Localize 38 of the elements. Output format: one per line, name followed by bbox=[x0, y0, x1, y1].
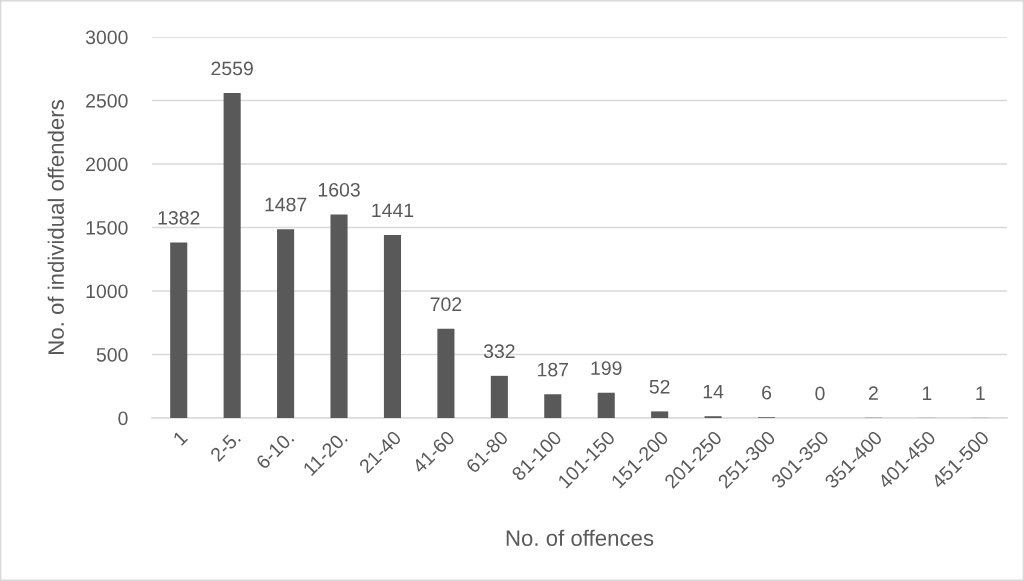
data-label: 2559 bbox=[211, 61, 253, 76]
data-label: 6 bbox=[762, 385, 772, 400]
data-label: 1382 bbox=[158, 210, 200, 225]
data-label: 52 bbox=[649, 379, 670, 394]
bar bbox=[597, 392, 615, 418]
data-label: 702 bbox=[430, 297, 462, 312]
x-tick-label: 6-10. bbox=[255, 430, 295, 470]
data-label: 2 bbox=[868, 386, 878, 400]
bar bbox=[277, 229, 295, 418]
y-tick-label: 500 bbox=[96, 347, 128, 362]
x-tick-label: 2-5. bbox=[209, 430, 241, 463]
data-label: 1603 bbox=[318, 182, 360, 197]
y-tick-label: 2000 bbox=[86, 157, 128, 172]
data-label: 14 bbox=[703, 384, 724, 399]
data-label: 199 bbox=[591, 361, 622, 375]
y-tick-label: 1000 bbox=[86, 284, 128, 299]
bar bbox=[383, 234, 402, 418]
data-label: 1 bbox=[922, 386, 932, 400]
y-tick-label: 3000 bbox=[85, 30, 128, 45]
x-tick-label: 1 bbox=[172, 430, 189, 446]
bar bbox=[330, 214, 348, 418]
data-label: 1441 bbox=[372, 203, 414, 218]
y-tick-label: 1500 bbox=[86, 220, 128, 235]
y-axis-title: No. of individual offenders bbox=[47, 100, 64, 354]
y-tick-label: 0 bbox=[118, 411, 128, 426]
bar bbox=[544, 394, 562, 418]
data-label: 332 bbox=[483, 344, 515, 359]
data-label: 0 bbox=[815, 386, 825, 401]
data-label: 187 bbox=[538, 362, 569, 377]
bar bbox=[223, 93, 241, 418]
bar bbox=[651, 411, 669, 418]
bar bbox=[170, 242, 188, 418]
bar bbox=[490, 375, 508, 418]
x-axis-title: No. of offences bbox=[506, 529, 654, 546]
data-label: 1487 bbox=[265, 197, 307, 212]
bar bbox=[437, 328, 455, 418]
y-tick-label: 2500 bbox=[86, 93, 128, 108]
data-label: 1 bbox=[976, 386, 985, 400]
